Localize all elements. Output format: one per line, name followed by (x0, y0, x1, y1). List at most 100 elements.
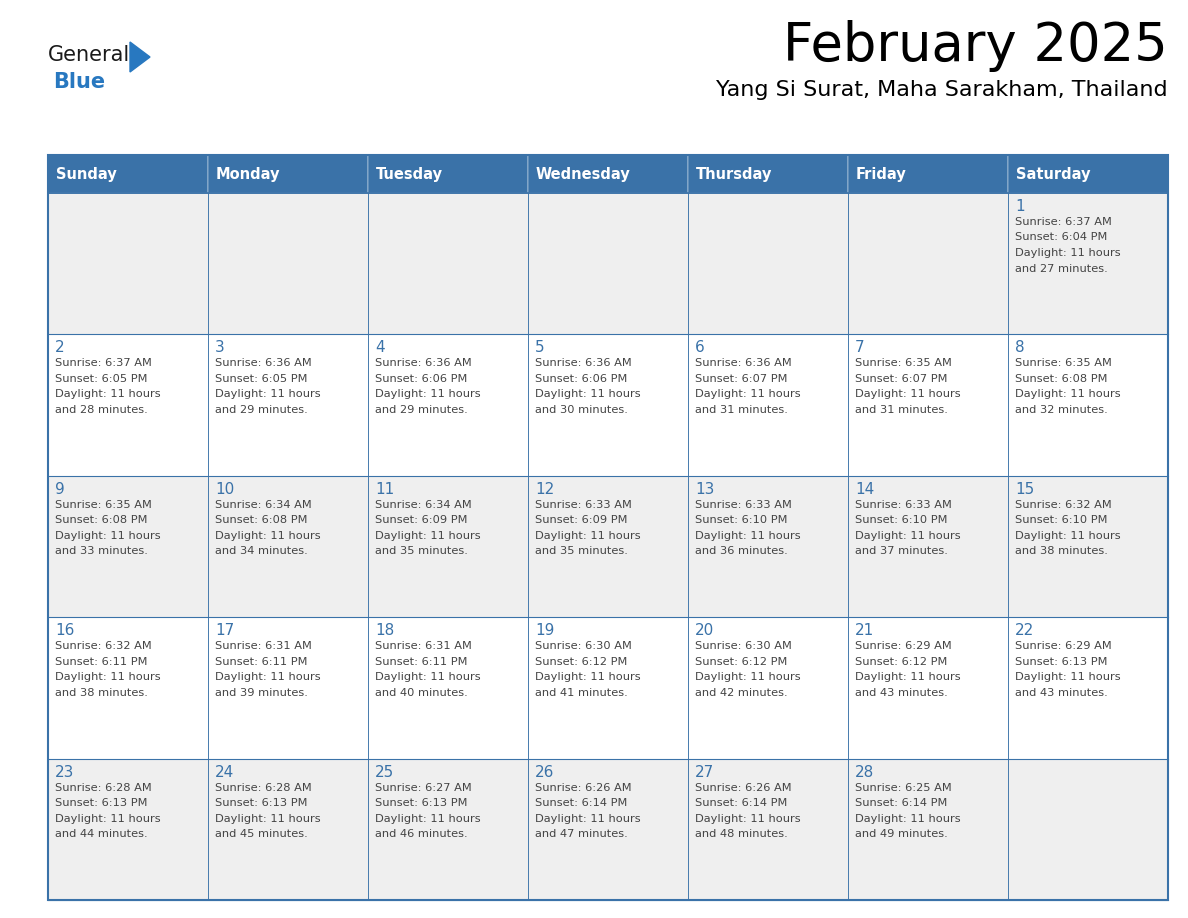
Text: Sunrise: 6:28 AM: Sunrise: 6:28 AM (215, 783, 311, 792)
Text: Daylight: 11 hours: Daylight: 11 hours (695, 531, 801, 541)
Bar (48, 155, 208, 193)
Text: Sunset: 6:06 PM: Sunset: 6:06 PM (535, 374, 627, 384)
Bar (48, 617, 208, 758)
Bar (1007, 334, 1168, 476)
Text: Sunrise: 6:37 AM: Sunrise: 6:37 AM (1015, 217, 1112, 227)
Text: 8: 8 (1015, 341, 1024, 355)
Text: Sunset: 6:07 PM: Sunset: 6:07 PM (695, 374, 788, 384)
Text: 2: 2 (55, 341, 64, 355)
Text: and 32 minutes.: and 32 minutes. (1015, 405, 1107, 415)
Bar (1007, 476, 1168, 617)
Bar (48, 193, 208, 334)
Bar (688, 155, 848, 193)
Text: Sunrise: 6:33 AM: Sunrise: 6:33 AM (535, 499, 632, 509)
Text: Daylight: 11 hours: Daylight: 11 hours (855, 389, 961, 399)
Text: and 31 minutes.: and 31 minutes. (855, 405, 948, 415)
Text: and 44 minutes.: and 44 minutes. (55, 829, 147, 839)
Text: Daylight: 11 hours: Daylight: 11 hours (1015, 531, 1120, 541)
Text: 13: 13 (695, 482, 714, 497)
Text: Sunrise: 6:35 AM: Sunrise: 6:35 AM (1015, 358, 1112, 368)
Text: Monday: Monday (216, 166, 280, 182)
Text: and 49 minutes.: and 49 minutes. (855, 829, 948, 839)
Bar (368, 334, 527, 476)
Text: Sunset: 6:08 PM: Sunset: 6:08 PM (215, 515, 308, 525)
Text: Sunrise: 6:25 AM: Sunrise: 6:25 AM (855, 783, 952, 792)
Text: Sunrise: 6:29 AM: Sunrise: 6:29 AM (1015, 641, 1112, 651)
Text: and 27 minutes.: and 27 minutes. (1015, 263, 1107, 274)
Text: 18: 18 (375, 623, 394, 638)
Bar (527, 155, 688, 193)
Bar (48, 155, 1168, 193)
Bar (527, 758, 688, 900)
Text: Sunset: 6:05 PM: Sunset: 6:05 PM (55, 374, 147, 384)
Text: Sunrise: 6:26 AM: Sunrise: 6:26 AM (695, 783, 791, 792)
Text: Sunrise: 6:37 AM: Sunrise: 6:37 AM (55, 358, 152, 368)
Text: 15: 15 (1015, 482, 1035, 497)
Text: Sunset: 6:09 PM: Sunset: 6:09 PM (535, 515, 627, 525)
Text: Sunrise: 6:36 AM: Sunrise: 6:36 AM (695, 358, 791, 368)
Bar (527, 193, 688, 334)
Text: and 38 minutes.: and 38 minutes. (1015, 546, 1108, 556)
Bar (848, 476, 1007, 617)
Text: 6: 6 (695, 341, 704, 355)
Text: Sunrise: 6:32 AM: Sunrise: 6:32 AM (55, 641, 152, 651)
Bar (688, 758, 848, 900)
Text: Daylight: 11 hours: Daylight: 11 hours (55, 672, 160, 682)
Text: Sunrise: 6:31 AM: Sunrise: 6:31 AM (215, 641, 312, 651)
Bar (208, 155, 368, 193)
Text: 26: 26 (535, 765, 555, 779)
Text: and 36 minutes.: and 36 minutes. (695, 546, 788, 556)
Text: Blue: Blue (53, 72, 105, 92)
Text: and 40 minutes.: and 40 minutes. (375, 688, 468, 698)
Text: and 29 minutes.: and 29 minutes. (215, 405, 308, 415)
Bar (848, 334, 1007, 476)
Text: Daylight: 11 hours: Daylight: 11 hours (855, 813, 961, 823)
Text: Sunrise: 6:27 AM: Sunrise: 6:27 AM (375, 783, 472, 792)
Text: Sunrise: 6:33 AM: Sunrise: 6:33 AM (695, 499, 792, 509)
Text: and 35 minutes.: and 35 minutes. (375, 546, 468, 556)
Text: Daylight: 11 hours: Daylight: 11 hours (375, 813, 481, 823)
Text: Daylight: 11 hours: Daylight: 11 hours (215, 389, 321, 399)
Text: 12: 12 (535, 482, 555, 497)
Text: Sunset: 6:10 PM: Sunset: 6:10 PM (1015, 515, 1107, 525)
Text: 20: 20 (695, 623, 714, 638)
Text: Wednesday: Wednesday (536, 166, 631, 182)
Bar (208, 193, 368, 334)
Text: Yang Si Surat, Maha Sarakham, Thailand: Yang Si Surat, Maha Sarakham, Thailand (716, 80, 1168, 100)
Text: Sunrise: 6:29 AM: Sunrise: 6:29 AM (855, 641, 952, 651)
Text: Daylight: 11 hours: Daylight: 11 hours (855, 672, 961, 682)
Bar (48, 155, 1168, 900)
Bar (527, 617, 688, 758)
Bar (48, 476, 208, 617)
Text: Sunrise: 6:35 AM: Sunrise: 6:35 AM (855, 358, 952, 368)
Bar (527, 476, 688, 617)
Text: Sunset: 6:07 PM: Sunset: 6:07 PM (855, 374, 948, 384)
Bar (1007, 193, 1168, 334)
Text: Sunset: 6:14 PM: Sunset: 6:14 PM (855, 798, 947, 808)
Text: 16: 16 (55, 623, 75, 638)
Bar (368, 617, 527, 758)
Bar (208, 334, 368, 476)
Text: and 35 minutes.: and 35 minutes. (535, 546, 628, 556)
Text: Daylight: 11 hours: Daylight: 11 hours (375, 531, 481, 541)
Text: Daylight: 11 hours: Daylight: 11 hours (375, 672, 481, 682)
Text: and 43 minutes.: and 43 minutes. (855, 688, 948, 698)
Text: Sunrise: 6:31 AM: Sunrise: 6:31 AM (375, 641, 472, 651)
Bar (48, 334, 1168, 476)
Text: Sunset: 6:09 PM: Sunset: 6:09 PM (375, 515, 468, 525)
Text: Daylight: 11 hours: Daylight: 11 hours (55, 813, 160, 823)
Text: Sunset: 6:13 PM: Sunset: 6:13 PM (375, 798, 468, 808)
Bar (368, 193, 527, 334)
Text: 22: 22 (1015, 623, 1035, 638)
Bar (848, 617, 1007, 758)
Text: 1: 1 (1015, 199, 1024, 214)
Bar (368, 758, 527, 900)
Text: Sunset: 6:13 PM: Sunset: 6:13 PM (215, 798, 308, 808)
Text: Sunrise: 6:34 AM: Sunrise: 6:34 AM (215, 499, 311, 509)
Bar (48, 617, 1168, 758)
Text: and 33 minutes.: and 33 minutes. (55, 546, 147, 556)
Text: Daylight: 11 hours: Daylight: 11 hours (55, 531, 160, 541)
Text: Daylight: 11 hours: Daylight: 11 hours (1015, 389, 1120, 399)
Text: Daylight: 11 hours: Daylight: 11 hours (215, 672, 321, 682)
Bar (368, 476, 527, 617)
